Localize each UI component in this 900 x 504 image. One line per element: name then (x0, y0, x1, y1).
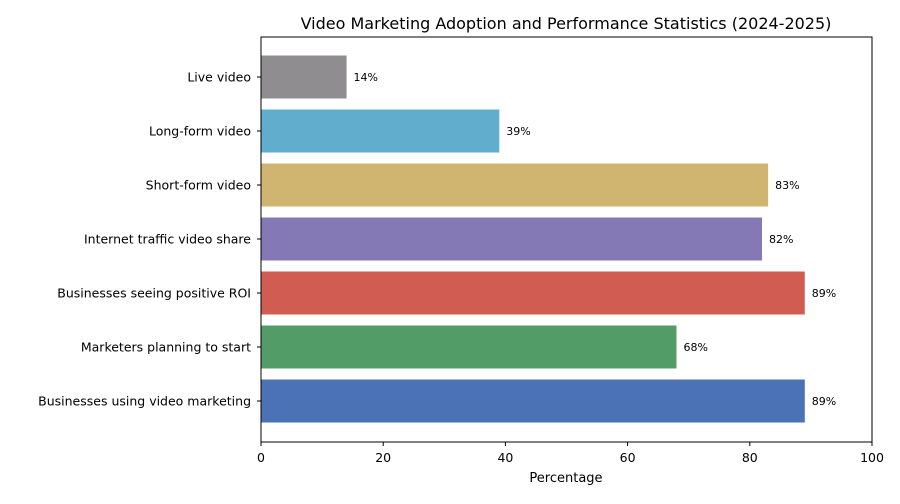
category-label: Live video (187, 70, 251, 85)
bar-value-label: 14% (354, 71, 378, 84)
category-label: Internet traffic video share (84, 232, 251, 247)
x-tick-label: 60 (620, 450, 636, 465)
bar (261, 271, 805, 315)
chart-title: Video Marketing Adoption and Performance… (301, 14, 832, 33)
bar (261, 163, 769, 207)
plot-frame (260, 36, 873, 443)
category-label: Businesses using video marketing (38, 394, 251, 409)
x-tick-label: 100 (860, 450, 884, 465)
data-labels-group: 89% 68% 89% 82% 83% 39% 14% (354, 71, 837, 408)
bar-value-label: 39% (506, 125, 530, 138)
bar (261, 55, 347, 99)
x-axis-label: Percentage (529, 471, 602, 486)
bars-group (261, 55, 805, 423)
category-label: Marketers planning to start (81, 340, 251, 355)
category-label: Short-form video (146, 178, 251, 193)
bar-value-label: 89% (812, 395, 836, 408)
x-tick-label: 80 (742, 450, 758, 465)
bar-value-label: 68% (683, 341, 707, 354)
bar-value-label: 83% (775, 179, 799, 192)
x-tick-label: 0 (257, 450, 265, 465)
bar-value-label: 89% (812, 287, 836, 300)
category-labels-group: Businesses using video marketing Marketer… (38, 70, 261, 409)
x-axis-ticks-group: 0 20 40 60 80 100 (257, 442, 884, 465)
x-tick-label: 20 (375, 450, 391, 465)
bar (261, 109, 500, 153)
bar (261, 217, 763, 261)
category-label: Businesses seeing positive ROI (57, 286, 251, 301)
x-tick-label: 40 (497, 450, 513, 465)
bar (261, 325, 677, 369)
category-label: Long-form video (149, 124, 251, 139)
bar-value-label: 82% (769, 233, 793, 246)
bar (261, 379, 805, 423)
